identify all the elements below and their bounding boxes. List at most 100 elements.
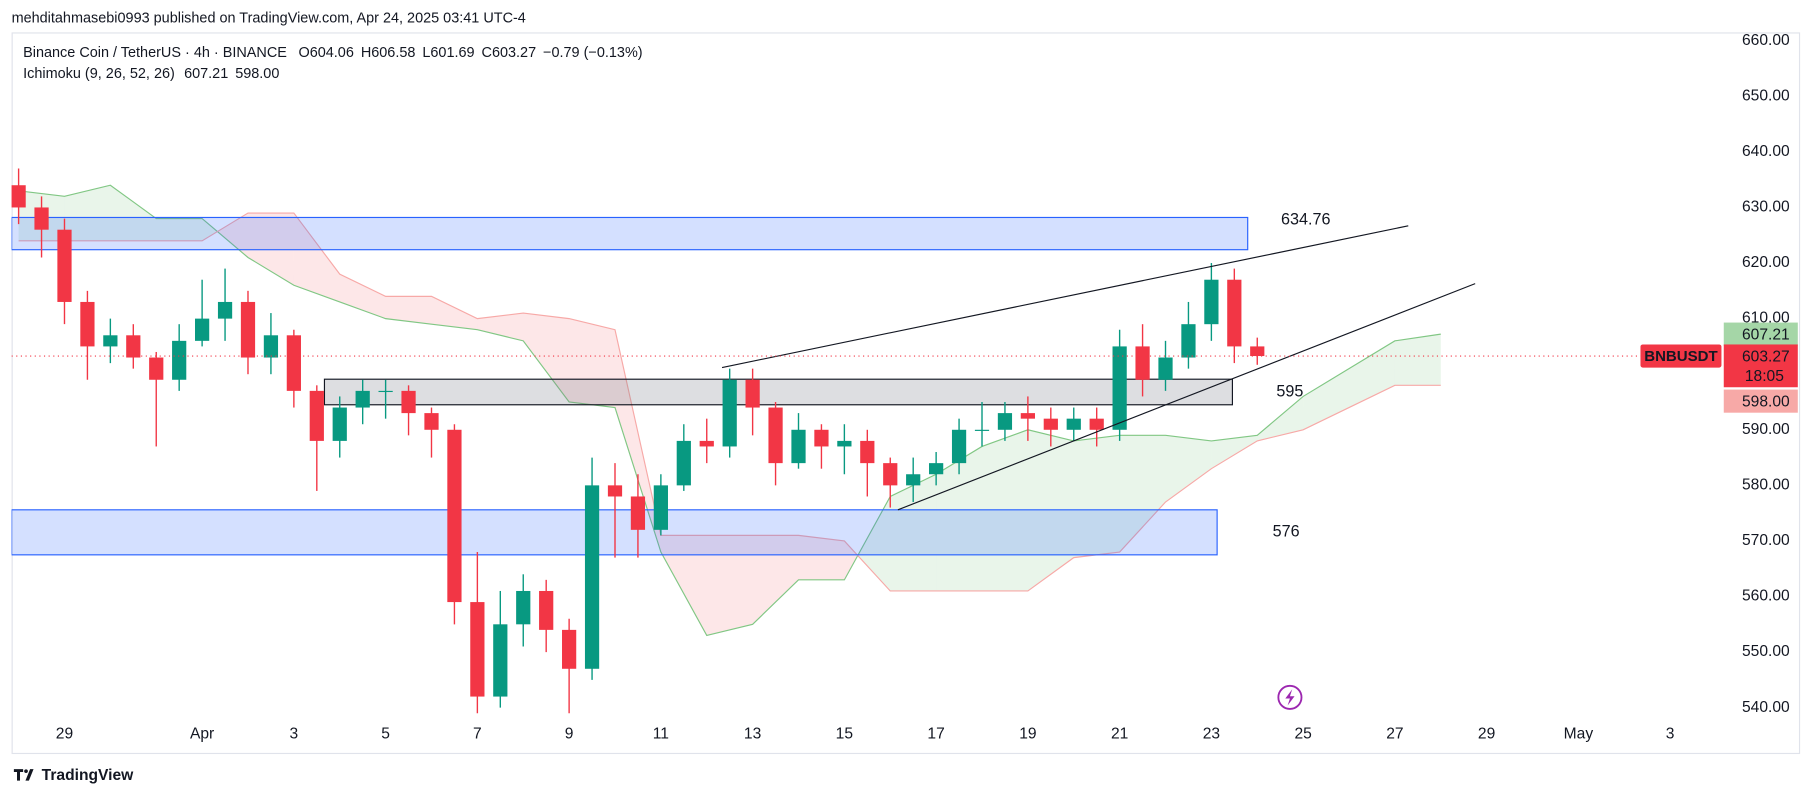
- legend-ohlc: H606.58: [361, 45, 416, 61]
- x-tick-label: 25: [1294, 726, 1312, 743]
- candle-body: [1135, 346, 1150, 380]
- x-tick-label: 3: [290, 726, 299, 743]
- cloud-fill: [844, 540, 858, 580]
- candle-body: [539, 590, 554, 630]
- x-tick-label: 27: [1386, 726, 1403, 743]
- footer-brand: TradingView: [42, 767, 135, 784]
- cloud-fill: [156, 218, 203, 241]
- cloud-line: [18, 184, 1441, 637]
- x-tick-label: 11: [653, 726, 669, 743]
- candle-body: [1181, 324, 1196, 358]
- candle-body: [286, 335, 301, 391]
- x-tick-label: 9: [565, 726, 574, 743]
- candle-body: [1250, 346, 1265, 357]
- zone-label: 576: [1273, 523, 1300, 541]
- candle-body: [607, 485, 623, 497]
- candle-body: [1066, 418, 1081, 430]
- legend-ohlc: O604.06: [298, 45, 353, 61]
- cloud-fill: [1119, 435, 1166, 553]
- candle-body: [516, 590, 531, 625]
- indicator-name: Ichimoku (9, 26, 52, 26): [23, 66, 175, 82]
- price-tag: [1723, 344, 1798, 388]
- candle-body: [630, 496, 646, 530]
- candle-body: [1089, 418, 1104, 430]
- cloud-fill: [1349, 340, 1395, 408]
- x-tick-label: 29: [56, 726, 73, 743]
- y-tick-label: 570.00: [1742, 532, 1790, 549]
- candle-body: [11, 185, 26, 208]
- legend-ohlc: C603.27: [482, 45, 537, 61]
- price-tag-label: 607.21: [1742, 326, 1790, 343]
- cloud-fill: [857, 496, 891, 591]
- cloud-fill: [1211, 435, 1258, 469]
- cloud-fill: [706, 535, 753, 636]
- y-tick-label: 580.00: [1742, 476, 1790, 493]
- candle-body: [768, 407, 783, 464]
- cloud-fill: [217, 213, 248, 258]
- cloud-fill: [339, 274, 386, 319]
- x-tick-label: 19: [1019, 726, 1036, 743]
- chart-frame: [11, 32, 1801, 755]
- candle-body: [309, 390, 324, 441]
- candle-body: [883, 463, 898, 486]
- x-tick-label: 29: [1478, 726, 1495, 743]
- cloud-fill: [1073, 435, 1120, 558]
- price-tag: [1723, 322, 1798, 346]
- candle-body: [653, 485, 668, 530]
- cloud-fill: [202, 218, 218, 241]
- cloud-fill: [385, 296, 432, 325]
- candle-body: [195, 318, 210, 341]
- y-tick-label: 590.00: [1742, 421, 1790, 438]
- cloud-fill: [569, 318, 615, 408]
- candle-body: [722, 379, 737, 447]
- candle-body: [791, 429, 806, 464]
- indicator-value: 607.21: [184, 66, 228, 82]
- cloud-fill: [660, 535, 707, 636]
- candle-body: [355, 390, 370, 408]
- candle-body: [974, 429, 990, 431]
- trendline: [897, 283, 1476, 511]
- y-tick-label: 640.00: [1742, 143, 1790, 160]
- cloud-fill: [431, 296, 478, 330]
- cloud-fill: [477, 313, 524, 341]
- symbol-tag: [1640, 344, 1722, 368]
- candle-body: [332, 407, 347, 441]
- candle-body: [562, 629, 577, 669]
- x-tick-label: 23: [1203, 726, 1220, 743]
- trendline: [721, 225, 1409, 369]
- y-tick-label: 550.00: [1742, 643, 1790, 660]
- y-tick-label: 540.00: [1742, 699, 1790, 716]
- plot-area: [11, 168, 1724, 714]
- cloud-fill: [890, 474, 937, 591]
- candle-body: [1204, 279, 1219, 325]
- candle-body: [676, 440, 691, 486]
- candle-body: [57, 229, 72, 302]
- candle-body: [951, 429, 967, 464]
- legend-ohlc: L601.69: [422, 45, 474, 61]
- cloud-fill: [1303, 368, 1350, 430]
- price-tag-label: 598.00: [1742, 393, 1790, 410]
- candle-body: [149, 357, 164, 380]
- y-tick-label: 650.00: [1742, 87, 1790, 104]
- candle-body: [263, 335, 279, 358]
- candle-body: [860, 440, 875, 464]
- candle-body: [1227, 279, 1242, 347]
- zone-label: 595: [1276, 382, 1303, 400]
- legend-title: Binance Coin / TetherUS · 4h · BINANCE: [23, 45, 287, 61]
- candle-body: [929, 463, 944, 475]
- x-tick-label: 7: [473, 726, 482, 743]
- price-tag-label: 603.27: [1742, 348, 1790, 365]
- candle-body: [34, 207, 49, 230]
- y-tick-label: 630.00: [1742, 199, 1790, 216]
- cloud-fill: [1165, 435, 1212, 503]
- x-tick-label: May: [1564, 726, 1594, 743]
- candle-body: [217, 301, 233, 319]
- y-tick-label: 660.00: [1742, 32, 1790, 49]
- cloud-fill: [64, 185, 111, 241]
- candle-body: [378, 390, 393, 393]
- cloud-fill: [293, 213, 340, 302]
- candle-body: [103, 335, 118, 347]
- cloud-fill: [1257, 396, 1304, 441]
